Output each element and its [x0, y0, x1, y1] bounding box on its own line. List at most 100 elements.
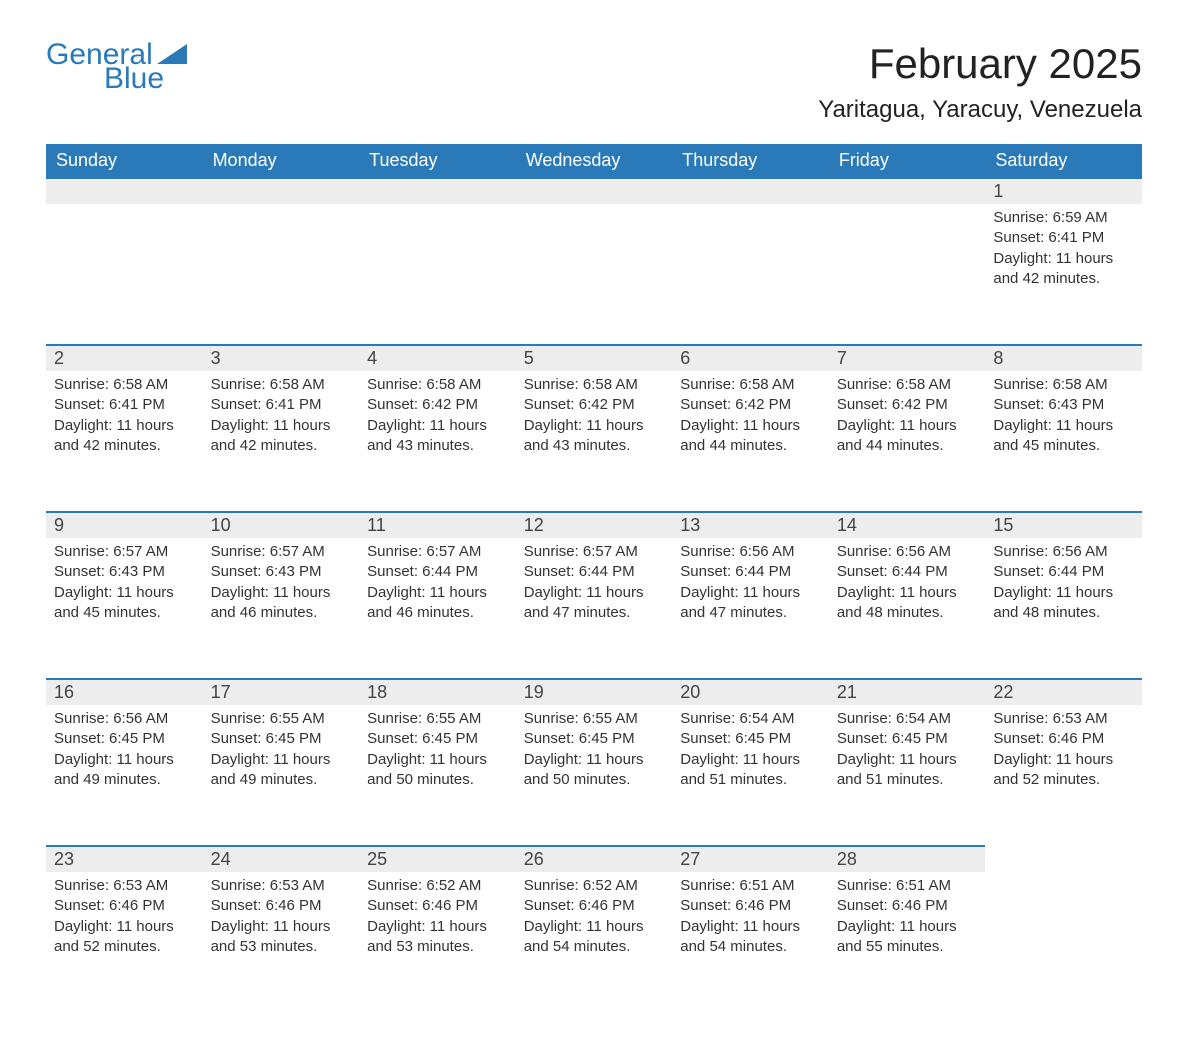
day-cell: Sunrise: 6:53 AMSunset: 6:46 PMDaylight:… — [203, 872, 360, 1012]
col-monday: Monday — [203, 144, 360, 177]
day-number: 16 — [46, 678, 203, 705]
daylight-text: Daylight: 11 hours and 43 minutes. — [367, 416, 508, 457]
col-saturday: Saturday — [985, 144, 1142, 177]
day-number-empty — [672, 177, 829, 204]
sunset-text: Sunset: 6:45 PM — [367, 729, 508, 749]
day-number-cell: 20 — [672, 678, 829, 705]
day-details: Sunrise: 6:58 AMSunset: 6:42 PMDaylight:… — [672, 371, 829, 470]
day-number-cell: 14 — [829, 511, 986, 538]
day-details: Sunrise: 6:54 AMSunset: 6:45 PMDaylight:… — [829, 705, 986, 804]
sunrise-text: Sunrise: 6:52 AM — [524, 876, 665, 896]
daylight-text: Daylight: 11 hours and 44 minutes. — [680, 416, 821, 457]
daylight-text: Daylight: 11 hours and 45 minutes. — [993, 416, 1134, 457]
sunrise-text: Sunrise: 6:58 AM — [993, 375, 1134, 395]
day-cell: Sunrise: 6:58 AMSunset: 6:42 PMDaylight:… — [672, 371, 829, 511]
day-number-cell: 23 — [46, 845, 203, 872]
sunrise-text: Sunrise: 6:56 AM — [837, 542, 978, 562]
title-block: February 2025 Yaritagua, Yaracuy, Venezu… — [818, 40, 1142, 124]
daylight-text: Daylight: 11 hours and 48 minutes. — [993, 583, 1134, 624]
day-number-cell — [203, 177, 360, 204]
day-number-cell: 17 — [203, 678, 360, 705]
sunset-text: Sunset: 6:46 PM — [993, 729, 1134, 749]
day-cell: Sunrise: 6:51 AMSunset: 6:46 PMDaylight:… — [829, 872, 986, 1012]
week-content-row: Sunrise: 6:57 AM Sunset: 6:43 PM Daylight:… — [46, 538, 1142, 678]
day-number: 10 — [203, 511, 360, 538]
day-number: 19 — [516, 678, 673, 705]
day-number-cell: 24 — [203, 845, 360, 872]
day-cell: Sunrise: 6:55 AMSunset: 6:45 PMDaylight:… — [359, 705, 516, 845]
sunset-text: Sunset: 6:45 PM — [837, 729, 978, 749]
day-details: Sunrise: 6:55 AMSunset: 6:45 PMDaylight:… — [516, 705, 673, 804]
day-cell: Sunrise: 6:56 AMSunset: 6:45 PMDaylight:… — [46, 705, 203, 845]
day-number: 17 — [203, 678, 360, 705]
day-number-cell — [46, 177, 203, 204]
sunset-text: Sunset: 6:46 PM — [367, 896, 508, 916]
day-number-cell: 5 — [516, 344, 673, 371]
sunset-text: Sunset: 6:45 PM — [680, 729, 821, 749]
daylight-text: Daylight: 11 hours and 48 minutes. — [837, 583, 978, 624]
sunset-text: Sunset: 6:46 PM — [211, 896, 352, 916]
week-content-row: Sunrise: 6:58 AMSunset: 6:41 PMDaylight:… — [46, 371, 1142, 511]
day-number-cell — [516, 177, 673, 204]
sunrise-text: Sunrise: 6:58 AM — [211, 375, 352, 395]
day-number-cell: 26 — [516, 845, 673, 872]
day-cell: Sunrise: 6:54 AMSunset: 6:45 PMDaylight:… — [672, 705, 829, 845]
day-number-cell: 1 — [985, 177, 1142, 204]
day-number: 14 — [829, 511, 986, 538]
day-number-empty — [203, 177, 360, 204]
day-number-cell: 8 — [985, 344, 1142, 371]
day-cell: Sunrise: 6:52 AMSunset: 6:46 PMDaylight:… — [516, 872, 673, 1012]
day-cell: Sunrise: 6:56 AMSunset: 6:44 PMDaylight:… — [985, 538, 1142, 678]
sunset-text: Sunset: 6:45 PM — [54, 729, 195, 749]
sunset-text: Sunset: 6:43 PM — [54, 562, 195, 582]
sunset-text: Sunset: 6:41 PM — [993, 228, 1134, 248]
day-number: 4 — [359, 344, 516, 371]
week-content-row: Sunrise: 6:59 AMSunset: 6:41 PMDaylight:… — [46, 204, 1142, 344]
daylight-text: Daylight: 11 hours and 52 minutes. — [993, 750, 1134, 791]
day-cell — [46, 204, 203, 344]
week-daynum-row: 232425262728 — [46, 845, 1142, 872]
day-details: Sunrise: 6:58 AMSunset: 6:41 PMDaylight:… — [46, 371, 203, 470]
week-daynum-row: 1 — [46, 177, 1142, 204]
day-details: Sunrise: 6:56 AMSunset: 6:44 PMDaylight:… — [985, 538, 1142, 637]
day-cell — [359, 204, 516, 344]
day-number: 2 — [46, 344, 203, 371]
col-friday: Friday — [829, 144, 986, 177]
day-number-cell — [829, 177, 986, 204]
sunrise-text: Sunrise: 6:58 AM — [367, 375, 508, 395]
sunset-text: Sunset: 6:45 PM — [211, 729, 352, 749]
day-number: 13 — [672, 511, 829, 538]
day-number: 26 — [516, 845, 673, 872]
day-number: 25 — [359, 845, 516, 872]
daylight-text: Daylight: 11 hours and 47 minutes. — [524, 583, 665, 624]
day-cell: Sunrise: 6:58 AMSunset: 6:42 PMDaylight:… — [516, 371, 673, 511]
day-number: 21 — [829, 678, 986, 705]
sunrise-text: Sunrise: 6:51 AM — [837, 876, 978, 896]
header: General Blue February 2025 Yaritagua, Ya… — [46, 40, 1142, 124]
sunset-text: Sunset: 6:42 PM — [524, 395, 665, 415]
sunset-text: Sunset: 6:46 PM — [680, 896, 821, 916]
day-number: 6 — [672, 344, 829, 371]
sunrise-text: Sunrise: 6:52 AM — [367, 876, 508, 896]
logo-text-blue: Blue — [104, 64, 187, 94]
day-details: Sunrise: 6:51 AMSunset: 6:46 PMDaylight:… — [829, 872, 986, 971]
week-daynum-row: 9101112131415 — [46, 511, 1142, 538]
day-details: Sunrise: 6:58 AMSunset: 6:42 PMDaylight:… — [516, 371, 673, 470]
sunrise-text: Sunrise: 6:57 AM — [211, 542, 352, 562]
day-details: Sunrise: 6:53 AMSunset: 6:46 PMDaylight:… — [985, 705, 1142, 804]
day-details: Sunrise: 6:56 AMSunset: 6:44 PMDaylight:… — [829, 538, 986, 637]
day-number-cell: 6 — [672, 344, 829, 371]
logo: General Blue — [46, 40, 187, 94]
sunset-text: Sunset: 6:44 PM — [524, 562, 665, 582]
day-number: 22 — [985, 678, 1142, 705]
day-number-cell: 21 — [829, 678, 986, 705]
day-number: 3 — [203, 344, 360, 371]
sunset-text: Sunset: 6:45 PM — [524, 729, 665, 749]
sunset-text: Sunset: 6:42 PM — [367, 395, 508, 415]
day-cell: Sunrise: 6:58 AMSunset: 6:43 PMDaylight:… — [985, 371, 1142, 511]
weekday-header-row: Sunday Monday Tuesday Wednesday Thursday… — [46, 144, 1142, 177]
day-number-cell: 9 — [46, 511, 203, 538]
day-number-cell — [985, 845, 1142, 872]
day-number-cell — [359, 177, 516, 204]
daylight-text: Daylight: 11 hours and 50 minutes. — [367, 750, 508, 791]
